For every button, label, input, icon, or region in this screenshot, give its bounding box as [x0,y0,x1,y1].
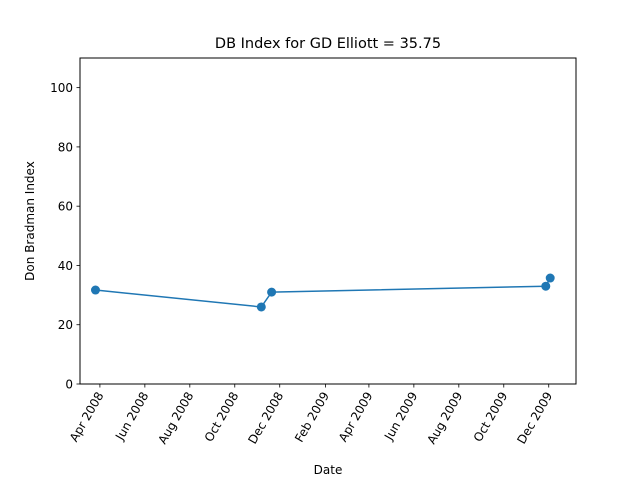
x-tick-label: Aug 2009 [424,390,465,447]
chart-title: DB Index for GD Elliott = 35.75 [215,36,441,52]
x-tick-label: Oct 2008 [202,390,242,445]
x-tick-label: Feb 2009 [292,390,332,445]
series-layer [90,273,555,312]
x-axis-label: Date [314,463,343,477]
data-point [541,281,551,291]
plot-frame [79,57,577,385]
y-tick-label: 80 [58,140,73,154]
x-tick-label: Jun 2008 [112,390,151,444]
y-tick-label: 40 [58,259,73,273]
y-tick-label: 100 [50,81,73,95]
series-line [95,277,551,308]
y-tick-label: 60 [58,200,73,214]
x-tick-label: Apr 2009 [336,390,376,445]
x-tick-label: Oct 2009 [471,390,511,445]
y-tick-label: 20 [58,318,73,332]
data-point [545,273,555,283]
x-tick-label: Jun 2009 [381,390,420,444]
data-point [90,285,100,295]
x-tick-label: Apr 2008 [67,390,107,445]
x-tick-label: Aug 2008 [155,390,196,447]
x-tick-label: Dec 2008 [245,390,286,447]
data-point [256,302,266,312]
data-point [267,287,277,297]
y-tick-label: 0 [65,378,73,392]
y-axis-label: Don Bradman Index [23,161,37,281]
x-tick-label: Dec 2009 [514,390,555,447]
